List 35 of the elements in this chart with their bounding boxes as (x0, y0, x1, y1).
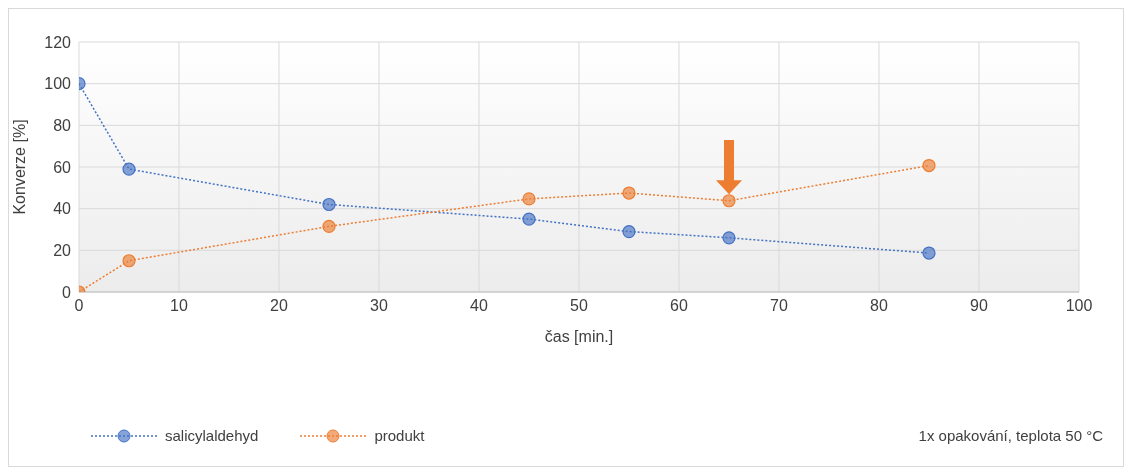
y-tick-label: 60 (53, 158, 72, 176)
legend-label: salicylaldehyd (165, 427, 259, 444)
point (722, 231, 736, 245)
x-tick-label: 60 (670, 297, 688, 315)
x-tick-label: 70 (770, 297, 788, 315)
point (722, 194, 736, 208)
x-tick-label: 80 (870, 297, 888, 315)
x-tick-label: 0 (74, 297, 84, 315)
y-tick-label: 120 (44, 33, 72, 51)
y-tick-label: 80 (53, 117, 72, 135)
legend-label: produkt (374, 427, 425, 444)
y-tick-label: 20 (53, 242, 72, 260)
text: 1x opakování, teplota 50 °C (918, 427, 1103, 444)
point (622, 186, 636, 200)
point (922, 246, 936, 260)
point (322, 197, 336, 212)
point (622, 224, 636, 239)
x-tick-label: 50 (570, 297, 588, 315)
x-tick-label: 90 (970, 297, 988, 315)
x-tick-label: 30 (370, 297, 388, 315)
point (522, 192, 536, 206)
x-tick-label: 10 (170, 297, 188, 315)
point (922, 158, 936, 173)
y-tick-label: 100 (44, 75, 72, 93)
x-axis-title: čas [min.] (544, 328, 614, 345)
point (322, 219, 336, 233)
point (122, 162, 136, 176)
y-axis-title: Konverze [%] (10, 119, 28, 215)
y-tick-label: 0 (62, 283, 72, 301)
point (122, 254, 136, 268)
y-tick-label: 40 (53, 200, 72, 218)
x-tick-label: 40 (470, 297, 488, 315)
x-tick-label: 100 (1065, 297, 1093, 315)
point (522, 212, 536, 226)
x-tick-label: 20 (270, 297, 288, 315)
